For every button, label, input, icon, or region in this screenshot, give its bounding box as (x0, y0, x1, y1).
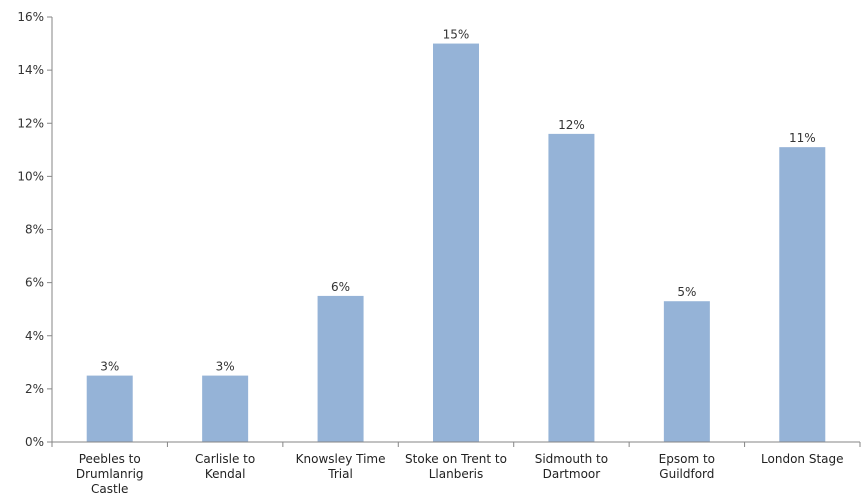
data-label: 5% (677, 285, 696, 299)
x-tick-label: Carlisle to Kendal (195, 452, 255, 481)
data-label: 15% (443, 28, 470, 42)
y-tick-label: 12% (17, 116, 44, 130)
x-tick-label-line: Trial (327, 467, 353, 481)
y-tick-label: 2% (25, 382, 44, 396)
y-axis-ticks: 0% 2% 4% 6% 8% 10% 12% 14% 16% (17, 10, 861, 449)
x-tick-label-line: Carlisle to (195, 452, 255, 466)
x-tick-label-line: Dartmoor (543, 467, 601, 481)
x-tick-label: Stoke on Trent to Llanberis (405, 452, 507, 481)
data-label: 11% (789, 131, 816, 145)
data-label: 6% (331, 280, 350, 294)
bar (433, 43, 479, 442)
x-tick-label-line: Guildford (659, 467, 714, 481)
data-label: 12% (558, 118, 585, 132)
y-tick-label: 10% (17, 169, 44, 183)
bar (317, 295, 364, 442)
x-tick-label-line: Sidmouth to (535, 452, 608, 466)
x-tick-label-line: Knowsley Time (296, 452, 386, 466)
x-tick-label: Peebles to Drumlanrig Castle (76, 452, 144, 496)
x-tick-label-line: Drumlanrig (76, 467, 144, 481)
x-tick-label-line: London Stage (761, 452, 843, 466)
bar (548, 133, 595, 442)
data-label: 3% (100, 360, 119, 374)
data-label: 3% (216, 360, 235, 374)
x-tick-label-line: Llanberis (429, 467, 484, 481)
y-tick-label: 6% (25, 276, 44, 290)
x-axis-labels: Peebles to Drumlanrig Castle Carlisle to Ken… (76, 452, 844, 496)
x-tick-label-line: Kendal (205, 467, 246, 481)
y-tick-label: 4% (25, 329, 44, 343)
bar (779, 147, 826, 442)
x-tick-label: London Stage (761, 452, 843, 466)
y-tick-label: 8% (25, 223, 44, 237)
x-tick-label-line: Epsom to (659, 452, 715, 466)
y-tick-label: 14% (17, 63, 44, 77)
x-tick-label: Sidmouth to Dartmoor (535, 452, 608, 481)
bar (663, 301, 710, 442)
data-labels: 3% 3% 6% 15% 12% 5% 11% (100, 28, 815, 374)
x-tick-label: Knowsley Time Trial (296, 452, 386, 481)
y-tick-label: 0% (25, 435, 44, 449)
x-tick-label-line: Castle (91, 482, 128, 496)
bar (202, 375, 249, 442)
bars (86, 43, 826, 442)
x-tick-label-line: Stoke on Trent to (405, 452, 507, 466)
bar (86, 375, 133, 442)
x-tick-label: Epsom to Guildford (659, 452, 715, 481)
x-tick-label-line: Peebles to (79, 452, 141, 466)
y-tick-label: 16% (17, 10, 44, 24)
